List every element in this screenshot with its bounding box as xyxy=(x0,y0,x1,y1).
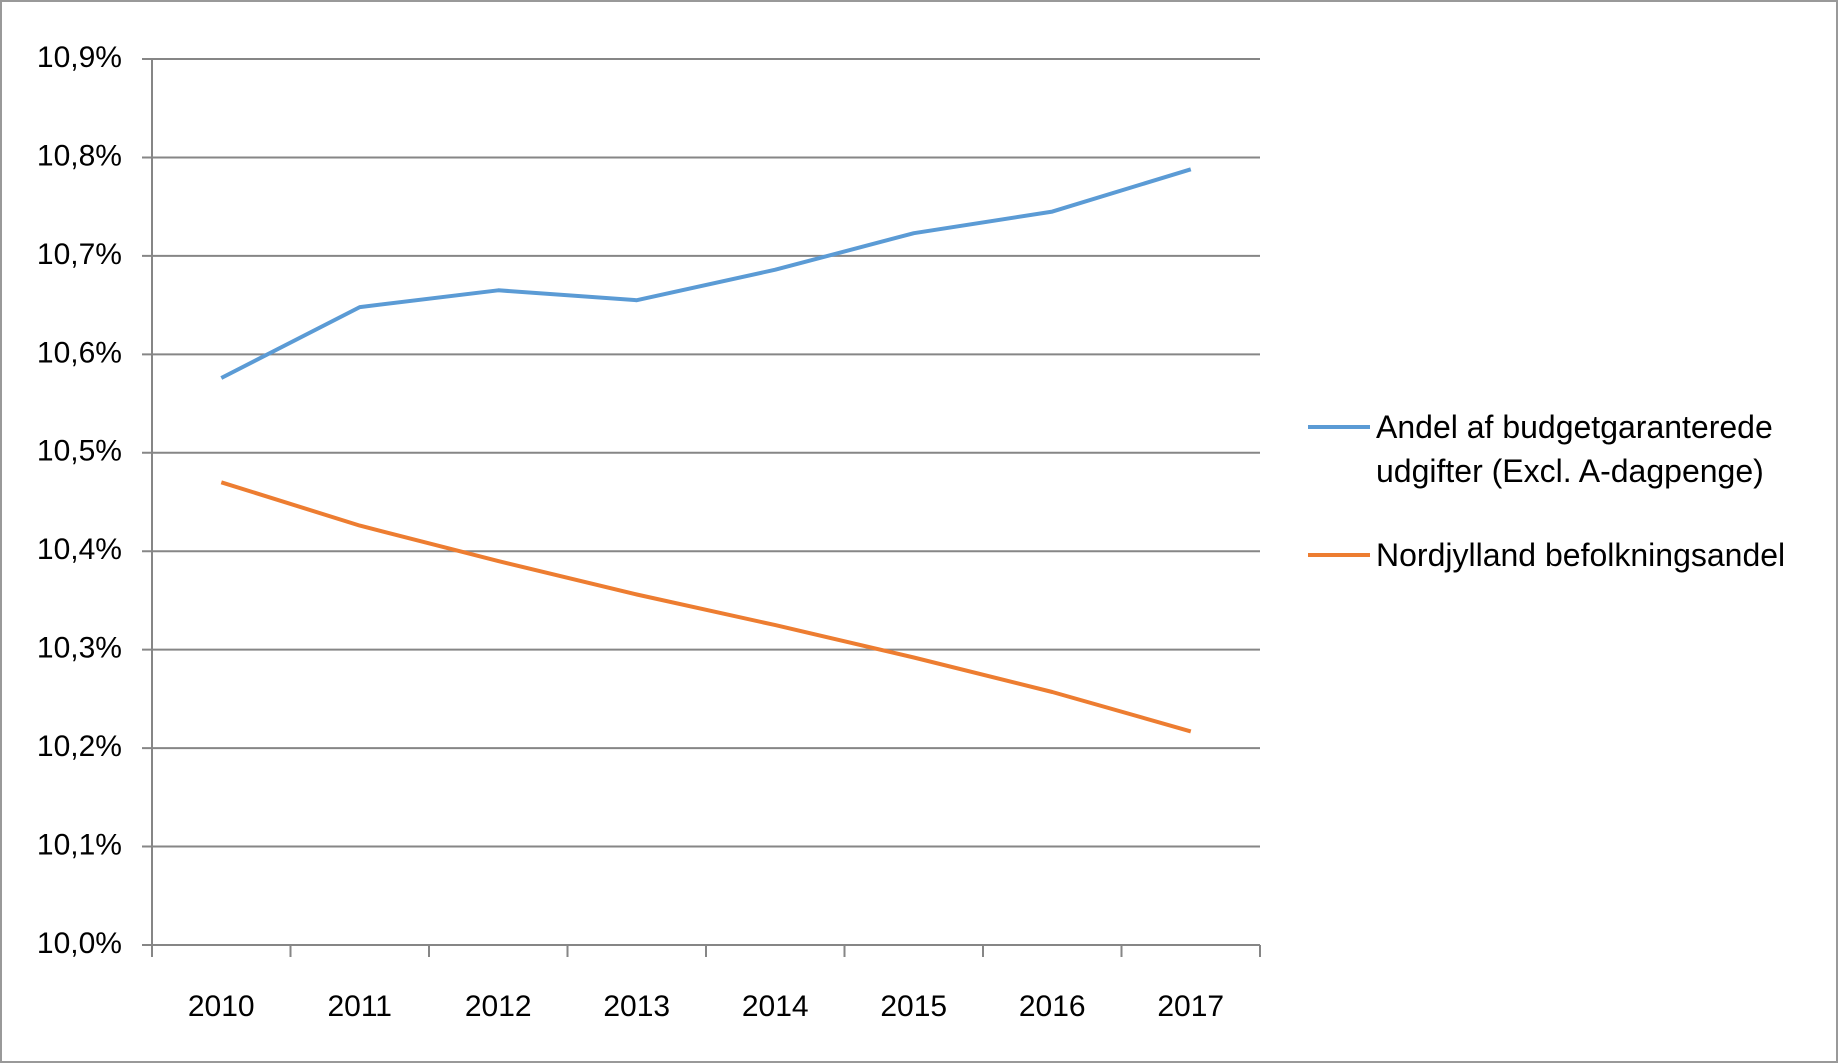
y-tick-label: 10,2% xyxy=(37,730,122,763)
x-tick-label: 2013 xyxy=(603,990,670,1023)
x-tick-label: 2012 xyxy=(465,990,532,1023)
x-tick-label: 2010 xyxy=(188,990,255,1023)
x-tick-label: 2016 xyxy=(1019,990,1086,1023)
y-tick-label: 10,9% xyxy=(37,41,122,74)
y-tick-label: 10,4% xyxy=(37,533,122,566)
y-tick-label: 10,0% xyxy=(37,927,122,960)
legend-label: Andel af budgetgaranterede udgifter (Exc… xyxy=(1376,409,1773,489)
x-tick-label: 2017 xyxy=(1157,990,1224,1023)
y-tick-label: 10,8% xyxy=(37,139,122,172)
y-tick-label: 10,7% xyxy=(37,238,122,271)
series-line xyxy=(220,480,1192,734)
x-tick-label: 2014 xyxy=(742,990,809,1023)
legend-swatch xyxy=(1308,553,1370,557)
legend-label: Nordjylland befolkningsandel xyxy=(1376,537,1786,573)
legend-swatch xyxy=(1308,425,1370,429)
y-tick-label: 10,6% xyxy=(37,336,122,369)
y-tick-label: 10,5% xyxy=(37,435,122,468)
y-tick-label: 10,3% xyxy=(37,632,122,665)
x-tick-label: 2011 xyxy=(327,990,392,1023)
series-line xyxy=(220,167,1192,380)
legend-item: Andel af budgetgaranterede udgifter (Exc… xyxy=(1308,405,1828,493)
legend: Andel af budgetgaranterede udgifter (Exc… xyxy=(1308,405,1828,617)
y-tick-label: 10,1% xyxy=(37,828,122,861)
legend-item: Nordjylland befolkningsandel xyxy=(1308,533,1828,577)
x-tick-label: 2015 xyxy=(880,990,947,1023)
